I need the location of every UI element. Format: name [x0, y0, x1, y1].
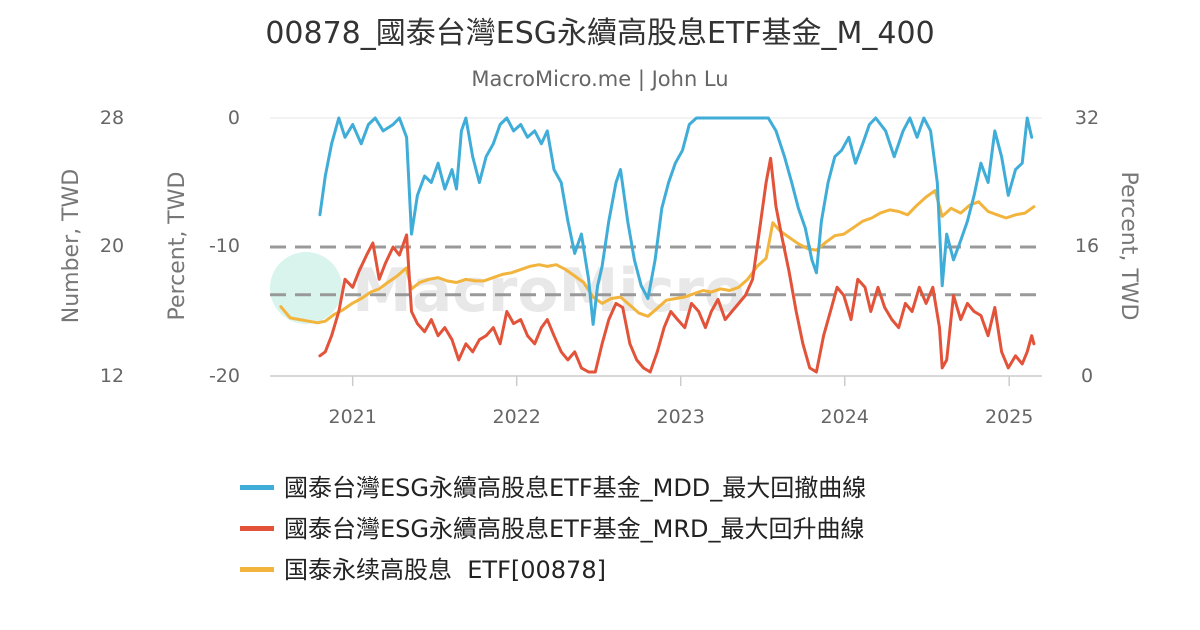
x-axis: 2021 2022 2023 2024 2025	[270, 375, 1042, 428]
series-line-0	[318, 116, 1034, 326]
tick-left-inner: -10	[209, 235, 240, 257]
tick-right: 0	[1081, 365, 1093, 387]
tick-left-inner: 0	[228, 107, 240, 129]
legend: 國泰台灣ESG永續高股息ETF基金_MDD_最大回撤曲線 國泰台灣ESG永續高股…	[240, 474, 866, 584]
x-tick-label: 2021	[329, 406, 377, 428]
legend-swatch-price	[240, 567, 274, 572]
tick-right: 16	[1075, 235, 1099, 257]
x-tick-label: 2024	[821, 406, 869, 428]
legend-swatch-mrd	[240, 526, 274, 531]
legend-item-mdd[interactable]: 國泰台灣ESG永續高股息ETF基金_MDD_最大回撤曲線	[240, 474, 866, 502]
legend-swatch-mdd	[240, 485, 274, 490]
watermark: MacroMicro	[270, 252, 745, 326]
axis-right-title: Percent, TWD	[1116, 172, 1141, 321]
legend-label-price: 国泰永续高股息 ETF[00878]	[284, 556, 606, 584]
axis-left-inner: Percent, TWD 0 -10 -20	[165, 107, 240, 387]
watermark-logo-icon	[270, 252, 342, 324]
legend-label-mrd: 國泰台灣ESG永續高股息ETF基金_MRD_最大回升曲線	[284, 515, 865, 543]
tick-left-outer: 28	[100, 107, 124, 129]
axis-left-outer: Number, TWD 28 20 12	[59, 107, 124, 387]
axis-right: 32 16 0 Percent, TWD	[1075, 107, 1141, 387]
tick-right: 32	[1075, 107, 1099, 129]
plot-area	[270, 116, 1042, 374]
chart-subtitle: MacroMicro.me | John Lu	[471, 67, 728, 92]
axis-left-outer-title: Number, TWD	[59, 169, 84, 324]
tick-left-outer: 12	[100, 365, 124, 387]
axis-left-inner-title: Percent, TWD	[165, 172, 190, 321]
x-tick-label: 2023	[657, 406, 705, 428]
tick-left-outer: 20	[100, 235, 124, 257]
legend-item-price[interactable]: 国泰永续高股息 ETF[00878]	[240, 556, 606, 584]
series-line-2	[279, 189, 1036, 325]
legend-item-mrd[interactable]: 國泰台灣ESG永續高股息ETF基金_MRD_最大回升曲線	[240, 515, 865, 543]
tick-left-inner: -20	[209, 365, 240, 387]
x-tick-label: 2025	[985, 406, 1033, 428]
legend-label-mdd: 國泰台灣ESG永續高股息ETF基金_MDD_最大回撤曲線	[284, 474, 866, 502]
chart-title: 00878_國泰台灣ESG永續高股息ETF基金_M_400	[265, 16, 934, 51]
x-tick-label: 2022	[493, 406, 541, 428]
series-line-1	[318, 156, 1036, 374]
